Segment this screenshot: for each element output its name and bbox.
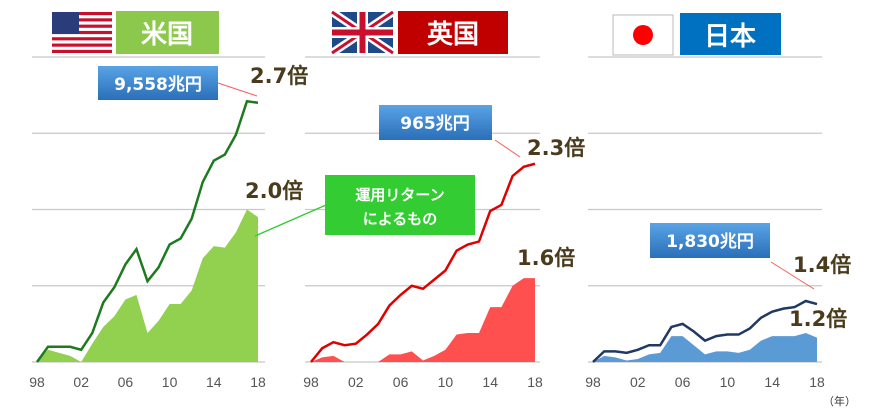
x-axis-unit: （年） [823, 394, 856, 408]
svg-text:運用リターン: 運用リターン [355, 186, 444, 204]
us-title-label: 米国 [116, 11, 219, 54]
us-callout-arrow [217, 82, 258, 97]
uk-callout-arrow [494, 139, 521, 158]
x-tick-label: 02 [630, 374, 646, 390]
us-line-multiple: 2.7倍 [250, 64, 308, 88]
svg-text:9,558兆円: 9,558兆円 [114, 75, 202, 95]
investment-return-note: 運用リターン によるもの [325, 175, 475, 235]
x-tick-label: 02 [73, 374, 89, 390]
us-return-area [37, 209, 258, 362]
uk-total-line [310, 162, 536, 363]
x-tick-label: 98 [29, 374, 45, 390]
japan-flag-icon [612, 14, 674, 56]
x-tick-label: 06 [118, 374, 134, 390]
svg-text:によるもの: によるもの [363, 210, 438, 228]
x-tick-label: 18 [809, 374, 825, 390]
svg-text:英国: 英国 [427, 20, 479, 50]
uk-panel: 98 02 06 10 14 18 [303, 56, 543, 390]
x-tick-label: 18 [527, 374, 543, 390]
japan-total-line [592, 299, 818, 363]
svg-text:米国: 米国 [141, 20, 193, 50]
japan-area-multiple: 1.2倍 [789, 307, 847, 331]
japan-return-area [593, 333, 817, 362]
uk-flag-icon [329, 8, 396, 57]
x-tick-label: 18 [250, 374, 266, 390]
uk-line-multiple: 2.3倍 [527, 136, 585, 160]
x-tick-label: 98 [585, 374, 601, 390]
x-tick-label: 14 [206, 374, 222, 390]
x-tick-label: 06 [675, 374, 691, 390]
x-tick-label: 14 [764, 374, 780, 390]
uk-return-area [311, 278, 535, 362]
x-tick-label: 98 [303, 374, 319, 390]
uk-amount-callout: 965兆円 [379, 105, 492, 140]
x-tick-label: 06 [393, 374, 409, 390]
x-tick-label: 10 [438, 374, 454, 390]
japan-title-label: 日本 [680, 13, 781, 55]
us-amount-callout: 9,558兆円 [98, 66, 218, 100]
uk-area-multiple: 1.6倍 [517, 246, 575, 270]
us-area-multiple: 2.0倍 [245, 179, 303, 203]
us-panel: 98 02 06 10 14 18 [29, 56, 266, 390]
us-total-line [35, 99, 259, 363]
x-tick-label: 02 [348, 374, 364, 390]
us-flag-icon [52, 12, 112, 53]
x-tick-label: 10 [162, 374, 178, 390]
x-tick-label: 10 [720, 374, 736, 390]
uk-title-label: 英国 [398, 11, 508, 54]
note-pointer-line [254, 204, 327, 237]
svg-text:日本: 日本 [704, 22, 756, 52]
japan-amount-callout: 1,830兆円 [650, 223, 770, 258]
svg-text:965兆円: 965兆円 [400, 114, 470, 134]
japan-callout-arrow [770, 261, 815, 290]
japan-panel: 98 02 06 10 14 18 [585, 56, 825, 390]
svg-text:1,830兆円: 1,830兆円 [666, 232, 754, 252]
x-tick-label: 14 [482, 374, 498, 390]
japan-line-multiple: 1.4倍 [793, 253, 851, 277]
